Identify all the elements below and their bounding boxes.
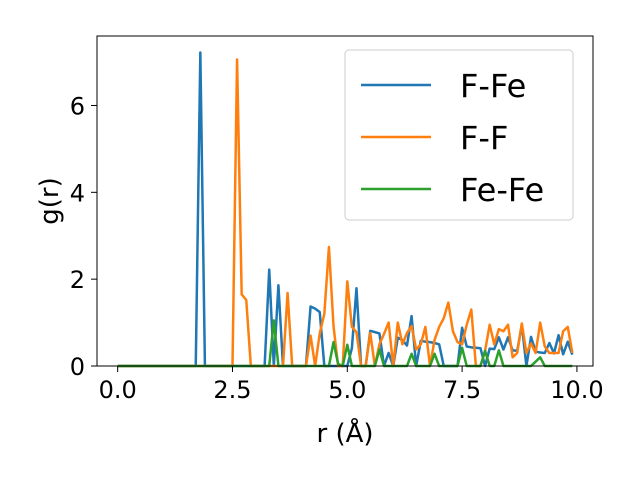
legend: F-Fe F-F Fe-Fe xyxy=(344,49,574,221)
x-axis: 0.0 2.5 5.0 7.5 10.0 xyxy=(99,366,604,404)
legend-box xyxy=(344,49,574,221)
y-axis-label: g(r) xyxy=(35,177,65,224)
y-tick-label: 2 xyxy=(70,266,85,294)
x-tick-label: 2.5 xyxy=(213,376,251,404)
legend-label-2: Fe-Fe xyxy=(460,171,544,209)
x-tick-label: 5.0 xyxy=(328,376,366,404)
series-line-1 xyxy=(117,58,574,368)
x-tick-label: 7.5 xyxy=(443,376,481,404)
legend-label-0: F-Fe xyxy=(460,67,526,105)
y-axis: 0 2 4 6 xyxy=(70,92,97,381)
x-axis-label: r (Å) xyxy=(316,417,373,449)
x-tick-label: 0.0 xyxy=(99,376,137,404)
y-tick-label: 0 xyxy=(70,353,85,381)
plot-frame xyxy=(96,35,594,367)
y-tick-label: 6 xyxy=(70,92,85,120)
y-tick-label: 4 xyxy=(70,179,85,207)
legend-label-1: F-F xyxy=(460,119,508,157)
x-tick-label: 10.0 xyxy=(550,376,603,404)
